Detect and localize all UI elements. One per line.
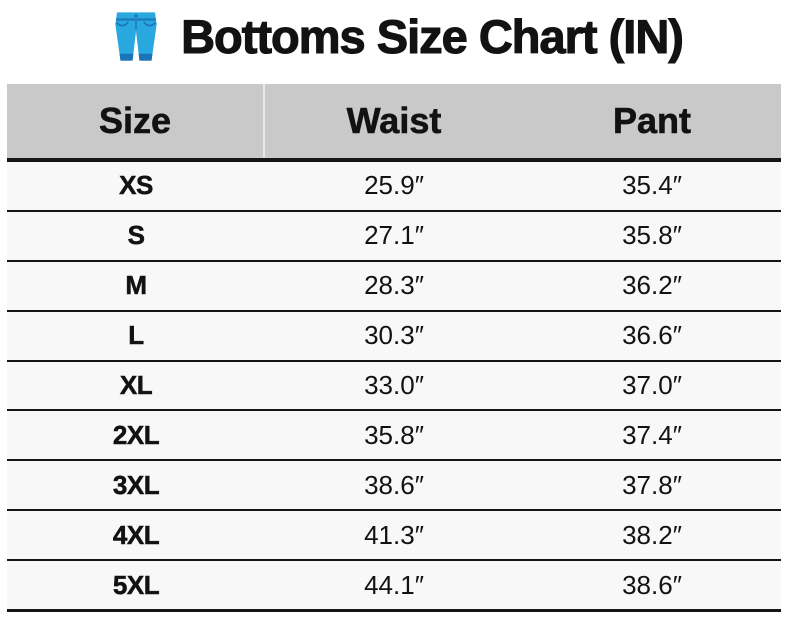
size-cell: 3XL: [112, 469, 160, 500]
column-header-waist: Waist: [346, 100, 442, 142]
table-row-4xl: 4XL 41.3″ 38.2″: [7, 511, 781, 562]
pant-cell: 38.6″: [622, 569, 682, 600]
pant-cell: 37.0″: [622, 370, 682, 400]
pant-cell: 36.2″: [622, 270, 682, 301]
table-row-5xl: 5XL 44.1″ 38.6″: [7, 561, 781, 613]
size-cell: 2XL: [112, 419, 160, 450]
waist-cell: 33.0″: [364, 370, 424, 400]
size-chart-table: Size Waist Pant XS 25.9″ 35.4″ S 27.1″ 3…: [7, 84, 781, 613]
title-bar: Bottoms Size Chart (IN): [0, 0, 788, 84]
waist-cell: 30.3″: [364, 320, 424, 351]
size-cell: 4XL: [112, 519, 160, 550]
pant-cell: 35.8″: [622, 220, 682, 251]
table-row-l: L 30.3″ 36.6″: [7, 311, 781, 362]
pant-cell: 37.8″: [622, 469, 682, 500]
waist-cell: 41.3″: [364, 519, 424, 550]
pant-cell: 36.6″: [622, 320, 682, 351]
size-cell: XS: [119, 170, 154, 201]
table-row-xl: XL 33.0″ 37.0″: [7, 361, 781, 412]
size-cell: L: [128, 320, 144, 351]
waist-cell: 35.8″: [364, 419, 424, 450]
size-cell: XL: [119, 370, 153, 400]
pant-cell: 35.4″: [622, 170, 682, 201]
waist-cell: 27.1″: [364, 220, 424, 251]
pant-cell: 37.4″: [622, 419, 682, 450]
waist-cell: 38.6″: [364, 469, 424, 500]
table-body: XS 25.9″ 35.4″ S 27.1″ 35.8″ M 28.3″ 36.…: [7, 162, 781, 613]
waist-cell: 25.9″: [364, 170, 424, 201]
waist-cell: 44.1″: [364, 569, 424, 600]
table-row-3xl: 3XL 38.6″ 37.8″: [7, 461, 781, 512]
table-row-m: M 28.3″ 36.2″: [7, 261, 781, 312]
table-row-2xl: 2XL 35.8″ 37.4″: [7, 411, 781, 462]
jeans-icon: [115, 11, 157, 61]
table-header-row: Size Waist Pant: [7, 84, 781, 162]
table-row-s: S 27.1″ 35.8″: [7, 211, 781, 262]
table-row-xs: XS 25.9″ 35.4″: [7, 162, 781, 212]
size-cell: 5XL: [112, 569, 160, 600]
waist-cell: 28.3″: [364, 270, 424, 301]
page-title: Bottoms Size Chart (IN): [181, 9, 685, 63]
column-header-pant: Pant: [612, 100, 692, 142]
size-cell: M: [125, 270, 147, 301]
size-cell: S: [127, 220, 145, 251]
pant-cell: 38.2″: [622, 519, 682, 550]
column-header-size: Size: [7, 84, 265, 158]
